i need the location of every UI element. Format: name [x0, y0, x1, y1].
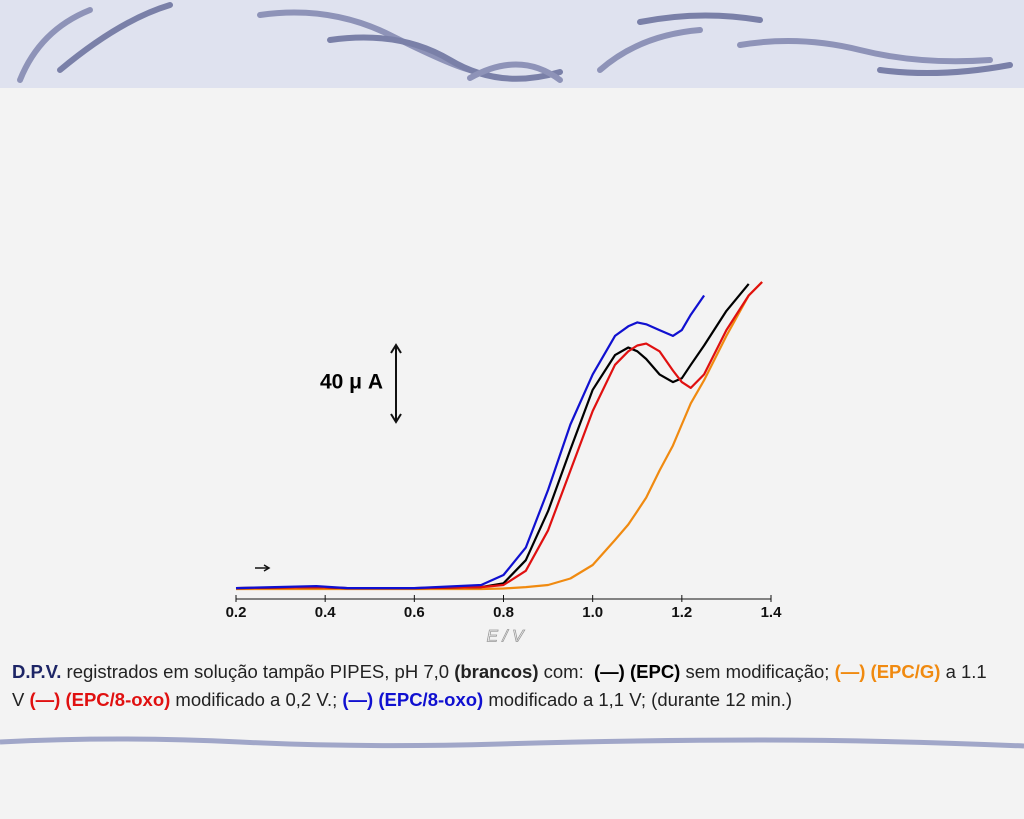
caption-text: (brancos): [454, 661, 539, 682]
baseline-arrow-head: [263, 564, 271, 572]
caption-text: sem modificação;: [680, 661, 835, 682]
caption-text: modificado a 1,1 V; (durante 12 min.): [483, 689, 793, 710]
caption-text: com:: [538, 661, 595, 682]
caption-text: (—) (EPC/8-oxo): [342, 689, 484, 710]
caption-text: modificado a 0,2 V.;: [170, 689, 343, 710]
caption-text: (—) (EPC): [594, 661, 681, 682]
x-tick-label: 1.2: [671, 604, 692, 621]
scale-bar-label: 40 μ A: [320, 371, 383, 394]
caption-text: registrados em solução tampão PIPES, pH …: [61, 661, 455, 682]
x-tick-label: 1.0: [582, 604, 603, 621]
x-tick-label: 0.8: [493, 604, 514, 621]
caption-text: (—) (EPC/G): [834, 661, 941, 682]
caption-text: (—) (EPC/8-oxo): [29, 689, 171, 710]
x-tick-label: 0.4: [315, 604, 337, 621]
caption-text: a 1.1 V: [12, 661, 992, 710]
x-tick-label: 0.6: [404, 604, 425, 621]
caption: D.P.V. registrados em solução tampão PIP…: [12, 658, 1002, 714]
line-series: [236, 281, 763, 591]
header-band: [0, 0, 1024, 88]
scale-bar-arrow: [390, 413, 402, 424]
scale-bar-arrow: [390, 343, 402, 354]
decoration: [17, 2, 1013, 83]
x-tick-label: 1.4: [761, 604, 783, 621]
x-tick-label: 0.2: [226, 604, 247, 621]
x-axis-label: E / V: [487, 626, 526, 645]
caption-text: D.P.V.: [12, 661, 62, 682]
divider: [0, 736, 1024, 749]
line-series: [235, 294, 706, 590]
